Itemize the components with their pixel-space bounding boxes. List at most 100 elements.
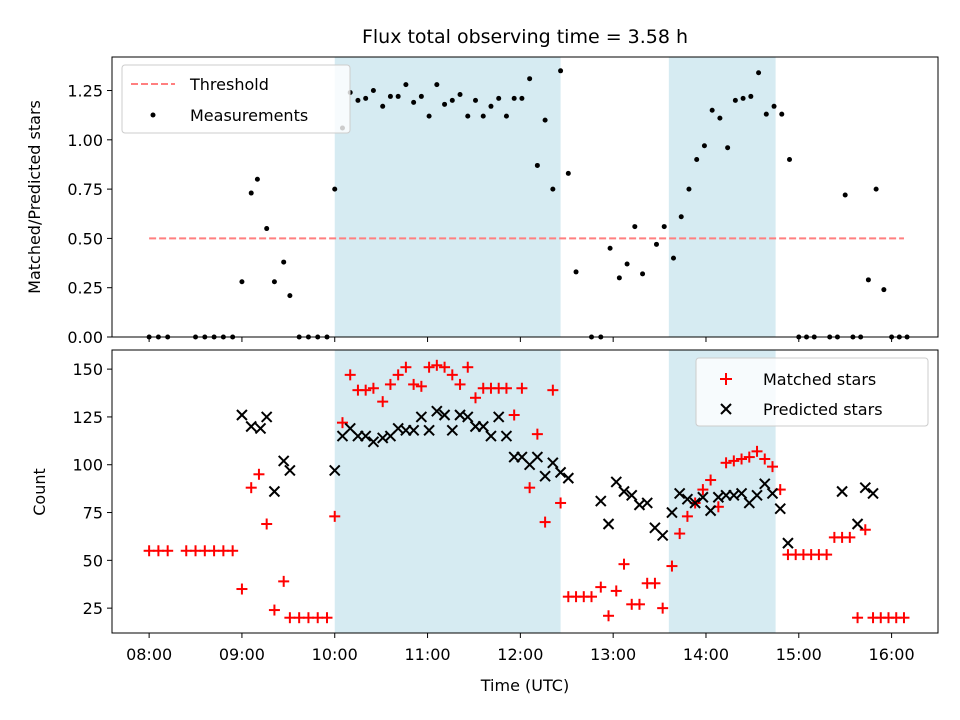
predicted-star-point [268, 485, 281, 498]
measurement-point [701, 143, 707, 149]
matched-star-point [190, 545, 202, 557]
predicted-star-point [595, 495, 607, 507]
matched-star-point [697, 484, 709, 496]
measurement-point [558, 68, 564, 74]
measurement-point [488, 103, 494, 109]
shaded-span-2 [668, 57, 776, 337]
predicted-star-point [245, 420, 257, 433]
top-y-ticks: 0.00 0.25 0.50 0.75 1.00 1.25 [67, 82, 112, 347]
bottom-y-tick-label: 100 [72, 456, 103, 475]
predicted-star-point [438, 409, 451, 421]
bottom-y-tick-label: 150 [72, 360, 103, 379]
measurement-point [442, 101, 448, 107]
predicted-star-point [689, 497, 701, 509]
predicted-star-point [859, 481, 872, 494]
bottom-y-axis-label: Count [30, 468, 49, 516]
matched-star-point [199, 545, 211, 557]
matched-star-point [844, 531, 856, 543]
measurement-point [426, 113, 432, 119]
predicted-star-point [774, 503, 786, 515]
measurement-point [542, 117, 548, 123]
measurement-point [254, 176, 260, 182]
top-y-tick-label: 1.00 [67, 131, 103, 150]
bottom-x-tick-label: 09:00 [219, 645, 265, 664]
top-plot-area [146, 68, 910, 340]
bottom-panel: 25 50 75 100 125 150 08:00 09:00 10:00 11:00 12:0… [30, 349, 939, 695]
predicted-star-point [681, 493, 694, 505]
matched-star-point [227, 545, 239, 557]
matched-star-point [245, 482, 257, 494]
measurement-point [661, 224, 667, 230]
matched-star-point [610, 585, 622, 597]
predicted-star-point [446, 424, 459, 437]
measurement-point [239, 279, 245, 285]
measurements-legend-swatch [150, 112, 156, 118]
matched-star-point [293, 612, 305, 624]
bottom-y-tick-label: 50 [83, 551, 103, 570]
bottom-x-tick-label: 10:00 [312, 645, 358, 664]
matched-star-point [470, 392, 482, 404]
predicted-star-point [618, 485, 630, 498]
measurement-point [496, 95, 502, 101]
bottom-x-tick-label: 14:00 [683, 645, 729, 664]
measurement-point [519, 95, 525, 101]
matched-star-point [547, 384, 559, 396]
top-legend-box [121, 64, 351, 134]
measurement-point [748, 93, 754, 99]
measurement-point [434, 82, 440, 88]
matched-star-point [439, 361, 451, 373]
measurement-point [387, 93, 393, 99]
matched-star-point [595, 581, 607, 593]
matched-star-point [302, 612, 314, 624]
matched-star-point [344, 369, 356, 381]
measurement-point [565, 170, 571, 176]
matched-star-point [284, 612, 296, 624]
predicted-star-point [735, 487, 748, 500]
predicted-star-point [415, 411, 428, 423]
matched-star-point [657, 602, 669, 614]
measurement-point [363, 95, 369, 101]
matched-star-point [360, 384, 372, 396]
matched-star-point [454, 378, 466, 390]
matched-star-point [759, 453, 771, 465]
measurement-point [732, 97, 738, 103]
measurement-point [686, 186, 692, 192]
measurement-point [465, 113, 471, 119]
predicted-star-point [602, 518, 615, 530]
predicted-star-point [867, 487, 879, 500]
predicted-star-point [492, 411, 505, 423]
matched-star-point [649, 577, 661, 589]
predicted-star-point [236, 409, 248, 421]
matched-star-point [674, 528, 686, 540]
x-axis-label: Time (UTC) [480, 676, 569, 695]
predicted-star-point [531, 451, 544, 463]
measurement-point [550, 186, 556, 192]
threshold-legend-label: Threshold [189, 75, 269, 94]
measurement-point [756, 70, 762, 76]
matched-star-point [462, 361, 474, 373]
bottom-x-tick-label: 08:00 [126, 645, 172, 664]
measurement-point [842, 192, 848, 198]
top-x-ticks [148, 337, 893, 342]
predicted-star-point [626, 489, 638, 502]
bottom-y-tick-label: 25 [83, 599, 103, 618]
matched-star-point [392, 369, 404, 381]
predicted-legend-label: Predicted stars [763, 400, 883, 419]
measurement-point [511, 95, 517, 101]
measurement-point [670, 255, 676, 261]
matched-star-point [236, 583, 248, 595]
matched-star-point [162, 545, 174, 557]
bottom-x-tick-label: 13:00 [590, 645, 636, 664]
top-y-tick-label: 1.25 [67, 82, 103, 101]
measurement-point [709, 107, 715, 113]
bottom-y-ticks: 25 50 75 100 125 150 [72, 360, 112, 618]
measurement-point [787, 157, 793, 163]
bottom-x-tick-label: 16:00 [869, 645, 915, 664]
measurement-point [449, 97, 455, 103]
matched-star-point [261, 518, 273, 530]
predicted-star-point [641, 497, 653, 509]
matched-star-point [516, 382, 528, 394]
predicted-star-point [610, 476, 622, 488]
matched-star-point [751, 445, 763, 457]
